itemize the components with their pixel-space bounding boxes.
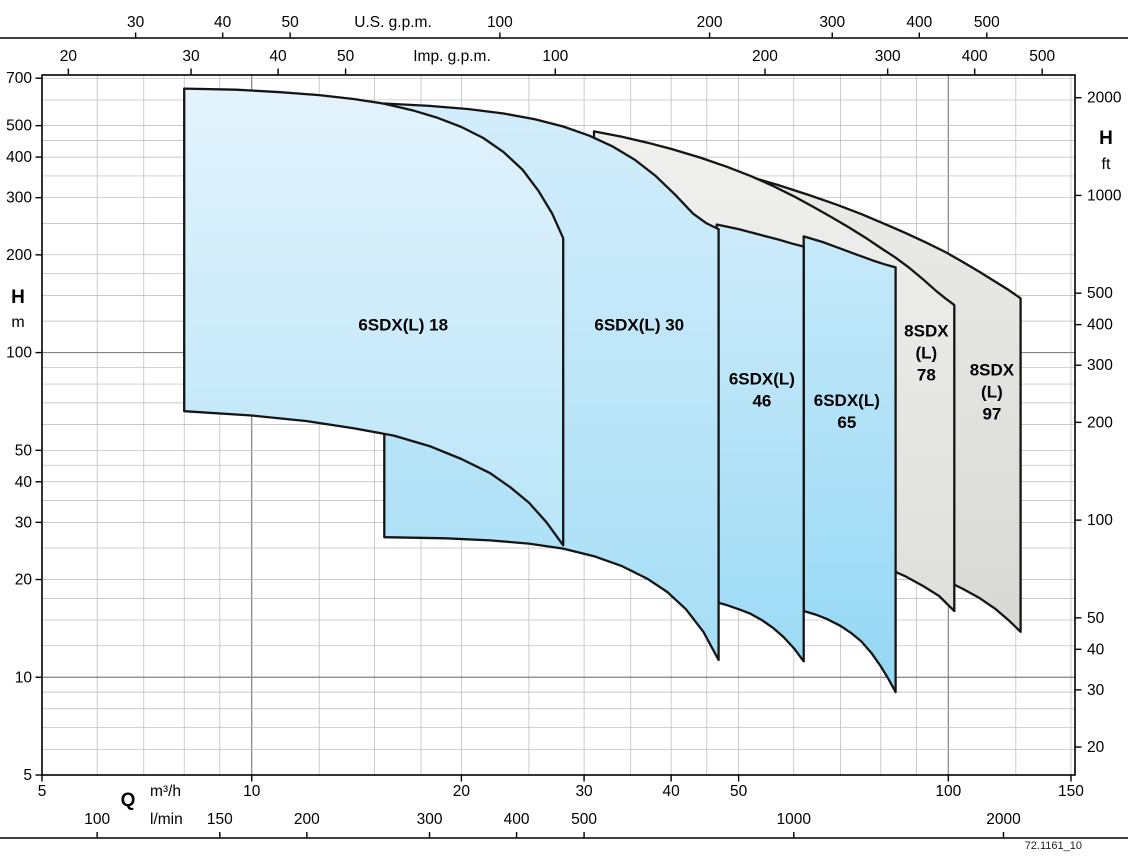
head-ft-tick: 100 [1087,512,1113,529]
pump-regions [183,87,1022,694]
m3h-tick: 10 [243,783,261,800]
head-m-tick: 500 [6,118,32,135]
imp-gpm-tick: 500 [1029,48,1055,65]
m3h-tick: 50 [730,783,748,800]
region-label-6sdx-65: 65 [837,413,856,432]
us-gpm-tick: 300 [819,14,845,31]
imp-gpm-tick: 50 [337,48,355,65]
us-gpm-tick: 30 [127,14,145,31]
imp-gpm-tick: 20 [60,48,78,65]
head-m-tick: 50 [15,442,33,459]
m3h-tick: 5 [38,783,47,800]
region-label-8sdx-78: 8SDX [904,322,949,341]
head-axis-symbol-left: H [11,287,25,308]
lmin-tick: 400 [504,811,530,828]
lmin-tick: 2000 [986,811,1021,828]
head-m-tick: 10 [15,669,33,686]
head-m-tick: 100 [6,345,32,362]
imp-gpm-axis-title: Imp. g.p.m. [413,48,491,65]
head-m-tick: 300 [6,190,32,207]
lmin-tick: 200 [294,811,320,828]
head-m-tick: 700 [6,70,32,87]
head-ft-tick: 2000 [1087,90,1122,107]
region-label-6sdx-46: 6SDX(L) [729,369,795,388]
flow-unit-m3h: m³/h [150,783,181,800]
figure-code: 72.1161_10 [1025,840,1082,852]
imp-gpm-tick: 40 [269,48,287,65]
m3h-tick: 30 [575,783,593,800]
head-m-tick: 400 [6,149,32,166]
axes: 30 40 50 100 200 300 400 500 U.S. g.p.m. 20 30 40 50… [0,14,1128,852]
head-ft-tick: 30 [1087,682,1105,699]
region-6sdx-30-outline [383,102,720,662]
lmin-tick: 150 [207,811,233,828]
head-ft-tick: 40 [1087,641,1105,658]
head-ft-tick: 1000 [1087,187,1122,204]
us-gpm-tick: 500 [974,14,1000,31]
head-m-tick: 40 [15,474,33,491]
lmin-tick: 1000 [777,811,812,828]
region-label-8sdx-78: (L) [916,344,938,363]
region-label-6sdx-30: 6SDX(L) 30 [594,316,684,335]
region-6sdx-65 [803,236,896,693]
head-m-tick: 30 [15,514,33,531]
head-m-tick: 200 [6,247,32,264]
imp-gpm-tick: 400 [962,48,988,65]
head-ft-tick: 300 [1087,357,1113,374]
m3h-tick: 100 [935,783,961,800]
region-label-8sdx-97: 97 [982,404,1001,423]
region-label-8sdx-78: 78 [917,366,936,385]
region-label-6sdx-18: 6SDX(L) 18 [358,316,448,335]
lmin-tick: 500 [571,811,597,828]
head-ft-tick: 20 [1087,739,1105,756]
head-axis-symbol-right: H [1099,128,1113,149]
head-ft-tick: 50 [1087,610,1105,627]
imp-gpm-tick: 100 [542,48,568,65]
head-m-tick: 20 [15,572,33,589]
region-label-6sdx-46: 46 [752,391,771,410]
us-gpm-tick: 400 [906,14,932,31]
region-label-8sdx-97: 8SDX [970,360,1015,379]
imp-gpm-tick: 30 [182,48,200,65]
region-label-8sdx-97: (L) [981,382,1003,401]
region-6sdx-46 [716,224,804,662]
region-label-6sdx-65: 6SDX(L) [814,391,880,410]
lmin-tick: 100 [84,811,110,828]
m3h-tick: 40 [662,783,680,800]
m3h-tick: 150 [1058,783,1084,800]
us-gpm-tick: 200 [697,14,723,31]
head-unit-left: m [11,314,24,331]
head-ft-tick: 500 [1087,285,1113,302]
m3h-tick: 20 [453,783,471,800]
region-6sdx-18-outline [183,87,565,547]
head-ft-tick: 400 [1087,317,1113,334]
flow-axis-symbol: Q [121,790,136,811]
region-6sdx-65-outline [802,235,897,694]
head-unit-right: ft [1102,156,1111,173]
region-6sdx-18 [184,88,564,546]
imp-gpm-tick: 200 [752,48,778,65]
imp-gpm-tick: 300 [875,48,901,65]
lmin-tick: 300 [417,811,443,828]
region-6sdx-46-outline [715,223,805,663]
head-ft-tick: 200 [1087,414,1113,431]
us-gpm-tick: 50 [282,14,300,31]
flow-unit-lmin: l/min [150,811,183,828]
us-gpm-tick: 40 [214,14,232,31]
head-m-tick: 5 [23,767,32,784]
plot-border [41,74,1076,776]
us-gpm-tick: 100 [487,14,513,31]
us-gpm-axis-title: U.S. g.p.m. [354,14,432,31]
